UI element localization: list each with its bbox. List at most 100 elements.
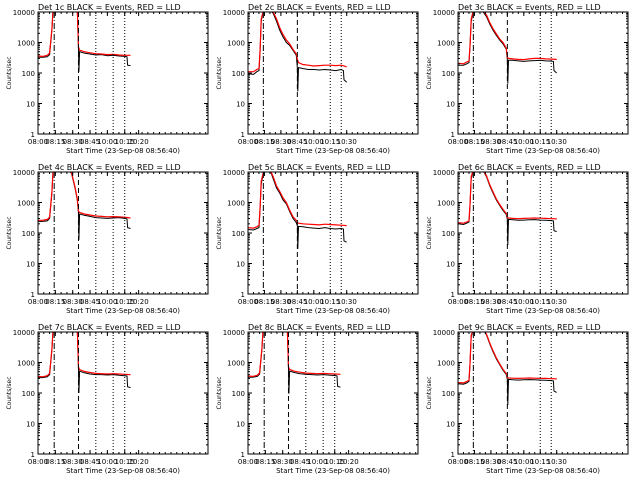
series-lld-line bbox=[248, 172, 347, 229]
x-tick-label: 08:15 bbox=[464, 458, 484, 466]
x-tick-label: 10:00 bbox=[514, 138, 534, 146]
x-tick-label: 08:45 bbox=[287, 298, 307, 306]
x-tick-label: 08:00 bbox=[448, 298, 468, 306]
y-tick-label: 1 bbox=[451, 131, 455, 139]
x-tick-label: 10:00 bbox=[97, 458, 117, 466]
x-tick-label: 10:30 bbox=[547, 298, 567, 306]
y-tick-label: 1000 bbox=[437, 200, 455, 208]
x-tick-label: 08:15 bbox=[254, 298, 274, 306]
y-tick-label: 10000 bbox=[223, 169, 245, 177]
y-tick-label: 10 bbox=[26, 421, 35, 429]
x-tick-label: 10:20 bbox=[129, 458, 149, 466]
x-tick-label: 08:00 bbox=[238, 458, 258, 466]
x-tick-label: 10:00 bbox=[304, 298, 324, 306]
y-tick-label: 100 bbox=[22, 230, 35, 238]
y-tick-label: 1000 bbox=[227, 360, 245, 368]
detector-panel: Det 2c BLACK = Events, RED = LLD 1 10 100 10… bbox=[216, 3, 419, 155]
x-tick-label: 10:15 bbox=[115, 138, 135, 146]
x-tick-label: 10:00 bbox=[307, 458, 327, 466]
plot-frame bbox=[457, 171, 629, 295]
x-tick-label: 10:00 bbox=[97, 298, 117, 306]
x-tick-label: 08:45 bbox=[497, 298, 517, 306]
x-tick-label: 08:30 bbox=[63, 298, 83, 306]
y-tick-label: 10000 bbox=[223, 329, 245, 337]
x-axis-label: Start Time (23-Sep-08 08:56:40) bbox=[276, 147, 390, 155]
y-tick-label: 100 bbox=[442, 70, 455, 78]
x-tick-label: 08:45 bbox=[287, 138, 307, 146]
detector-panel: Det 1c BLACK = Events, RED = LLD 1 10 100 10… bbox=[6, 3, 209, 155]
y-tick-label: 100 bbox=[232, 230, 245, 238]
x-tick-label: 08:30 bbox=[481, 298, 501, 306]
y-tick-label: 10 bbox=[236, 261, 245, 269]
x-tick-label: 08:15 bbox=[45, 138, 65, 146]
y-tick-label: 100 bbox=[232, 390, 245, 398]
x-tick-label: 08:15 bbox=[255, 458, 275, 466]
x-tick-label: 08:15 bbox=[254, 138, 274, 146]
y-tick-label: 10 bbox=[26, 101, 35, 109]
x-tick-label: 10:30 bbox=[337, 138, 357, 146]
x-tick-label: 08:45 bbox=[80, 458, 100, 466]
x-tick-label: 10:00 bbox=[304, 138, 324, 146]
y-axis-label: Counts/sec bbox=[6, 56, 13, 89]
series-lld-line bbox=[248, 332, 341, 378]
chart-title: Det 7c BLACK = Events, RED = LLD bbox=[38, 323, 181, 332]
y-axis-label: Counts/sec bbox=[6, 216, 13, 249]
detector-panel: Det 5c BLACK = Events, RED = LLD 1 10 100 10… bbox=[216, 163, 419, 315]
x-tick-label: 08:30 bbox=[271, 298, 291, 306]
x-tick-label: 10:30 bbox=[547, 138, 567, 146]
y-tick-label: 100 bbox=[232, 70, 245, 78]
x-tick-label: 08:00 bbox=[448, 138, 468, 146]
x-tick-label: 10:30 bbox=[547, 458, 567, 466]
x-tick-label: 08:30 bbox=[273, 458, 293, 466]
y-tick-label: 1000 bbox=[437, 360, 455, 368]
detector-panel: Det 7c BLACK = Events, RED = LLD 1 10 100 10… bbox=[6, 323, 209, 475]
y-tick-label: 1 bbox=[31, 131, 35, 139]
y-tick-label: 100 bbox=[22, 390, 35, 398]
x-tick-label: 08:30 bbox=[271, 138, 291, 146]
plot-area bbox=[248, 12, 348, 92]
chart-title: Det 4c BLACK = Events, RED = LLD bbox=[38, 163, 181, 172]
x-tick-label: 08:45 bbox=[497, 138, 517, 146]
x-tick-label: 10:15 bbox=[325, 458, 345, 466]
chart-title: Det 2c BLACK = Events, RED = LLD bbox=[248, 3, 391, 12]
chart-title: Det 1c BLACK = Events, RED = LLD bbox=[38, 3, 181, 12]
x-tick-label: 08:00 bbox=[28, 138, 48, 146]
y-tick-label: 1000 bbox=[17, 200, 35, 208]
series-lld-line bbox=[38, 172, 131, 221]
x-axis-label: Start Time (23-Sep-08 08:56:40) bbox=[486, 147, 600, 155]
y-tick-label: 1000 bbox=[17, 360, 35, 368]
x-tick-label: 08:00 bbox=[28, 298, 48, 306]
x-tick-label: 10:20 bbox=[129, 298, 149, 306]
plot-area bbox=[38, 332, 131, 394]
y-axis-label: Counts/sec bbox=[216, 376, 223, 409]
x-tick-label: 08:00 bbox=[448, 458, 468, 466]
y-axis-label: Counts/sec bbox=[426, 216, 433, 249]
x-axis-label: Start Time (23-Sep-08 08:56:40) bbox=[276, 307, 390, 315]
series-lld-line bbox=[458, 332, 557, 384]
x-tick-label: 10:15 bbox=[115, 458, 135, 466]
y-tick-label: 10 bbox=[446, 421, 455, 429]
detector-panel: Det 8c BLACK = Events, RED = LLD 1 10 100 10… bbox=[216, 323, 419, 475]
chart-title: Det 5c BLACK = Events, RED = LLD bbox=[248, 163, 391, 172]
plot-area bbox=[38, 12, 131, 72]
x-axis-label: Start Time (23-Sep-08 08:56:40) bbox=[486, 467, 600, 475]
chart-title: Det 3c BLACK = Events, RED = LLD bbox=[458, 3, 601, 12]
detector-panel: Det 6c BLACK = Events, RED = LLD 1 10 100 10… bbox=[426, 163, 629, 315]
series-lld-line bbox=[38, 12, 131, 58]
y-tick-label: 100 bbox=[442, 390, 455, 398]
x-tick-label: 10:30 bbox=[337, 298, 357, 306]
y-tick-label: 10000 bbox=[13, 169, 35, 177]
y-tick-label: 10 bbox=[236, 421, 245, 429]
series-lld-line bbox=[458, 12, 557, 65]
x-axis-label: Start Time (23-Sep-08 08:56:40) bbox=[276, 467, 390, 475]
x-tick-label: 08:45 bbox=[80, 138, 100, 146]
y-axis-label: Counts/sec bbox=[6, 376, 13, 409]
chart-title: Det 6c BLACK = Events, RED = LLD bbox=[458, 163, 601, 172]
y-tick-label: 10 bbox=[446, 101, 455, 109]
y-axis-label: Counts/sec bbox=[426, 376, 433, 409]
plot-frame bbox=[247, 331, 419, 455]
y-axis-label: Counts/sec bbox=[426, 56, 433, 89]
plot-area bbox=[38, 172, 131, 240]
x-tick-label: 08:15 bbox=[45, 298, 65, 306]
